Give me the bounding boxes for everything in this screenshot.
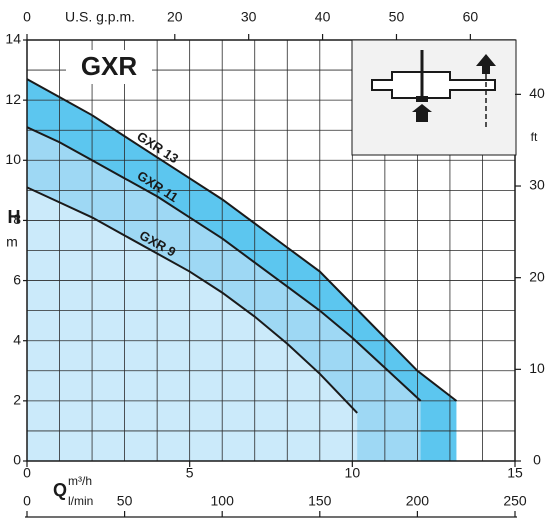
y-axis-label: m	[6, 234, 18, 250]
top-tick-label: 40	[315, 9, 331, 25]
y-tick-label: 6	[13, 271, 21, 287]
bottom-axis-label: l/min	[68, 494, 93, 508]
y-tick-label: 0	[13, 452, 21, 468]
y-tick-label: 10	[5, 151, 21, 167]
y-tick-label: 4	[13, 331, 21, 347]
x-tick-label: 15	[507, 465, 523, 481]
curve-fill	[27, 187, 358, 461]
x-tick-label: 0	[23, 465, 31, 481]
bottom-tick-label: 150	[308, 493, 332, 509]
title-box	[66, 50, 152, 84]
right-tick-label: 40	[529, 85, 545, 101]
y-symbol: H	[8, 207, 21, 227]
curve	[26, 186, 358, 414]
top-tick-label: 30	[241, 9, 257, 25]
top-axis-label: U.S. g.p.m.	[65, 9, 135, 25]
bottom-tick-label: 100	[211, 493, 235, 509]
right-axis-label: ft	[531, 130, 538, 144]
top-tick-label: 60	[463, 9, 479, 25]
right-tick-label: 10	[529, 360, 545, 376]
chart-title: GXR	[81, 51, 138, 81]
bottom-tick-label: 50	[117, 493, 133, 509]
bottom-tick-label: 200	[406, 493, 430, 509]
curve	[26, 126, 422, 402]
x-tick-label: 10	[345, 465, 361, 481]
top-tick-label: 20	[167, 9, 183, 25]
curve	[26, 78, 458, 402]
x-axis-label: m³/h	[68, 474, 92, 488]
y-tick-label: 8	[13, 211, 21, 227]
y-tick-label: 12	[5, 91, 21, 107]
x-tick-label: 5	[186, 465, 194, 481]
y-tick-label: 14	[5, 31, 21, 47]
right-tick-label: 20	[529, 268, 545, 284]
pump-icon	[351, 39, 517, 156]
bottom-tick-label: 0	[23, 493, 31, 509]
x-symbol: Q	[53, 480, 67, 500]
top-tick-label: 0	[23, 9, 31, 25]
right-tick-label: 0	[533, 452, 541, 468]
right-tick-label: 30	[529, 177, 545, 193]
plot-frame	[26, 39, 516, 462]
y-tick-label: 2	[13, 392, 21, 408]
bottom-tick-label: 250	[503, 493, 527, 509]
top-tick-label: 50	[389, 9, 405, 25]
